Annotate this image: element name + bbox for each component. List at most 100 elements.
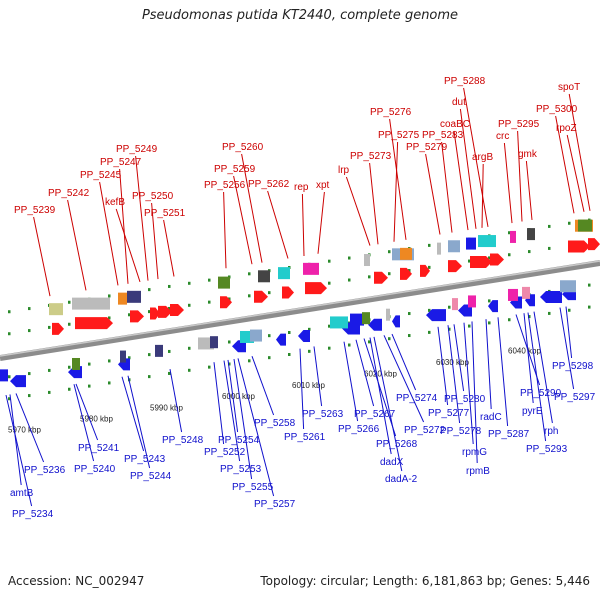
gene-label: PP_5275 (378, 130, 420, 141)
reverse-gene-arrow (540, 290, 562, 303)
reverse-gene-box (120, 350, 126, 363)
gene-label: PP_5276 (370, 107, 412, 118)
gene-leader-line (459, 108, 477, 229)
gene-leader-line (15, 393, 45, 463)
gene-leader-line (463, 322, 474, 445)
reverse-outer-track-tick (108, 381, 111, 385)
forward-outer-track-tick (108, 294, 111, 298)
gene-label: PP_5273 (350, 151, 392, 162)
reverse-gene-arrow (392, 315, 400, 328)
reverse-outer-track-tick (348, 343, 351, 347)
topology-value: circular (320, 574, 365, 588)
accession-text: Accession: NC_002947 (8, 574, 145, 588)
forward-gene-arrow (588, 238, 600, 251)
reverse-gene-arrow (458, 304, 472, 317)
reverse-gene-arrow (298, 329, 310, 342)
reverse-gene-box (350, 313, 364, 326)
forward-gene-arrow (52, 322, 64, 335)
reverse-outer-track-tick (508, 318, 511, 322)
gene-label: PP_5278 (440, 426, 482, 437)
forward-gene-box (527, 228, 535, 241)
gene-label: PP_5259 (214, 164, 256, 175)
gene-leader-line (121, 376, 145, 452)
forward-gene-box (364, 254, 370, 267)
forward-inner-track-tick (328, 281, 331, 285)
scale-label: 6040 kbp (508, 347, 541, 356)
gene-label: spoT (558, 82, 580, 93)
gene-leader-line (383, 335, 425, 423)
gene-label: pyrE (522, 406, 543, 417)
gene-label: PP_5257 (254, 499, 296, 510)
forward-gene-arrow (254, 290, 268, 303)
gene-label: PP_5241 (78, 443, 120, 454)
gene-label: PP_5288 (444, 76, 486, 87)
gene-leader-line (463, 87, 489, 227)
gene-leader-line (317, 191, 325, 254)
gene-leader-line (345, 176, 371, 246)
gene-label: PP_5252 (204, 447, 246, 458)
gene-leader-line (233, 175, 253, 265)
gene-leader-line (363, 338, 397, 437)
gene-label: PP_5248 (162, 435, 204, 446)
gene-leader-line (393, 141, 399, 242)
forward-gene-box (303, 262, 319, 275)
gene-leader-line (441, 141, 453, 233)
gene-leader-line (373, 336, 403, 472)
forward-gene-arrow (150, 307, 160, 320)
reverse-inner-track-tick (88, 362, 91, 366)
reverse-outer-track-tick (288, 352, 291, 356)
gene-label: xpt (316, 180, 330, 191)
gene-leader-line (67, 199, 87, 291)
gene-leader-line (301, 193, 305, 256)
gene-label: PP_5242 (48, 188, 90, 199)
reverse-gene-box (522, 286, 530, 299)
gene-label: PP_5250 (132, 191, 174, 202)
gene-label: PP_5298 (552, 361, 594, 372)
gene-leader-line (5, 394, 33, 507)
gene-leader-line (251, 356, 275, 416)
forward-gene-box (478, 235, 496, 248)
forward-inner-track-tick (268, 291, 271, 295)
gene-label: PP_5280 (444, 394, 486, 405)
gene-leader-line (233, 358, 253, 480)
gene-leader-line (533, 311, 553, 424)
track-ticks (8, 218, 591, 401)
forward-outer-track-tick (388, 250, 391, 254)
gene-leader-line (425, 153, 441, 235)
gene-label: dadX (380, 457, 404, 468)
gene-leader-line (447, 325, 461, 424)
gene-leader-line (566, 134, 585, 212)
forward-gene-arrow (470, 256, 492, 269)
reverse-inner-track-tick (488, 299, 491, 303)
reverse-inner-track-tick (148, 353, 151, 357)
forward-inner-track-tick (168, 306, 171, 310)
gene-label: PP_5239 (14, 205, 56, 216)
gene-leader-line (453, 324, 465, 392)
reverse-outer-track-tick (148, 375, 151, 379)
gene-leader-line (163, 219, 175, 277)
reverse-outer-track-tick (408, 334, 411, 338)
gene-leader-line (343, 341, 359, 422)
gene-label: PP_5293 (526, 444, 568, 455)
forward-gene-arrow (305, 282, 327, 295)
forward-gene-box (437, 242, 441, 255)
forward-gene-box (118, 292, 127, 305)
reverse-outer-track-tick (168, 371, 171, 375)
gene-label: argB (472, 152, 493, 163)
gene-features (0, 219, 600, 388)
gene-leader-line (391, 333, 417, 391)
forward-inner-track-tick (108, 316, 111, 320)
gene-label: PP_5262 (248, 179, 290, 190)
forward-gene-arrow (490, 253, 504, 266)
summary-text: Topology: circular; Length: 6,181,863 bp… (260, 574, 590, 588)
reverse-outer-track-tick (468, 324, 471, 328)
forward-outer-track-tick (348, 256, 351, 260)
gene-leader-line (389, 118, 407, 240)
gene-leader-line (135, 155, 149, 281)
gene-label: amtB (10, 488, 34, 499)
gene-leader-line (127, 375, 151, 469)
forward-gene-box (127, 290, 141, 303)
forward-gene-arrow (170, 304, 184, 317)
reverse-outer-track-tick (368, 340, 371, 344)
reverse-gene-arrow (488, 300, 498, 313)
